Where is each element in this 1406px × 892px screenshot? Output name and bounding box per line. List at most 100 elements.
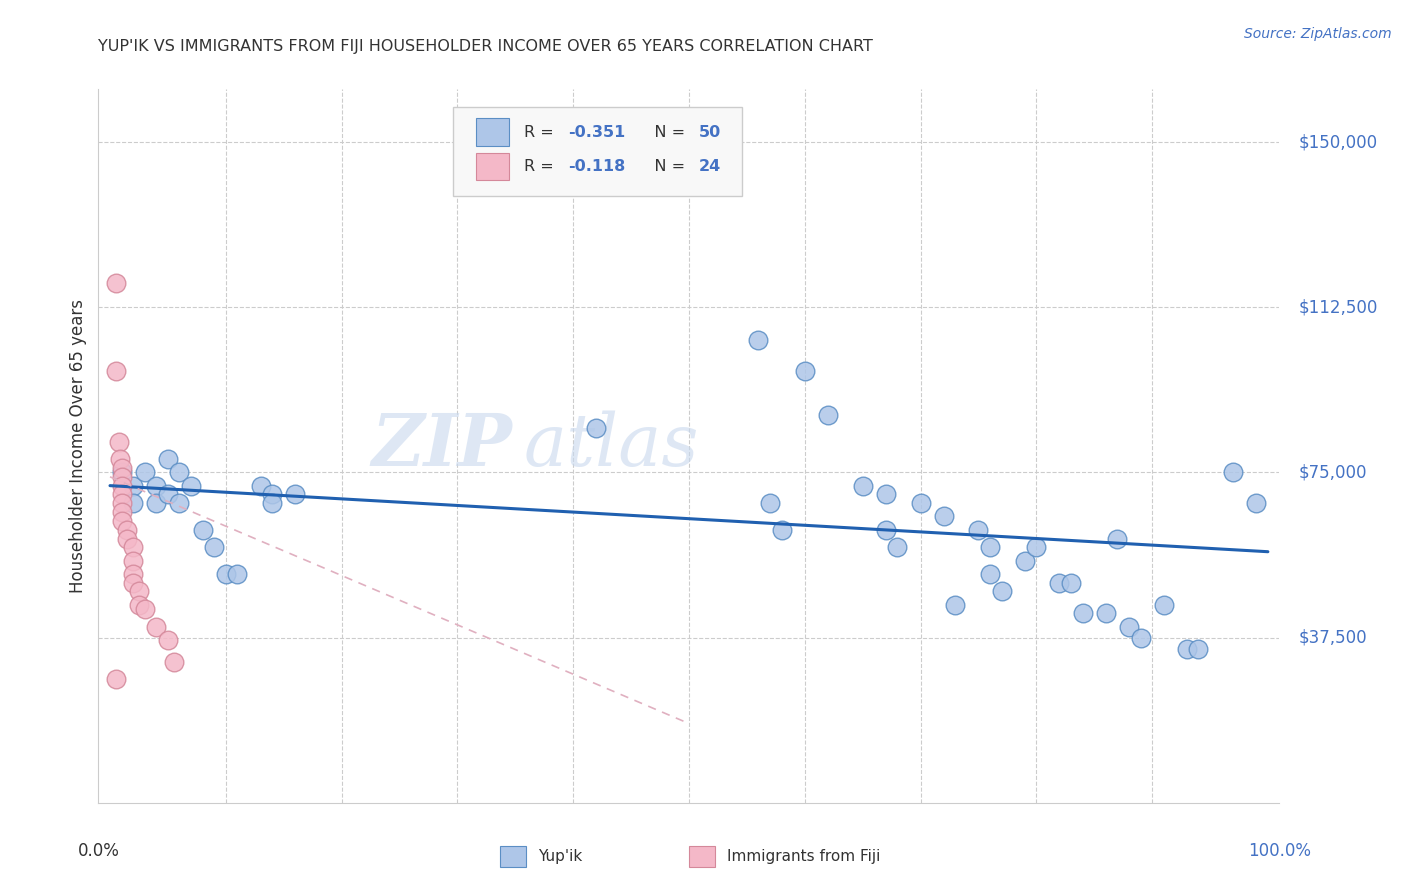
Point	[110, 514, 132, 528]
Point	[817, 408, 839, 422]
FancyBboxPatch shape	[501, 846, 526, 867]
Point	[145, 478, 167, 492]
Point	[1222, 466, 1244, 480]
Text: R =: R =	[523, 159, 558, 174]
Point	[1025, 541, 1047, 555]
Point	[122, 566, 145, 581]
FancyBboxPatch shape	[477, 119, 509, 145]
Point	[979, 566, 1001, 581]
Point	[122, 541, 145, 555]
Text: R =: R =	[523, 125, 558, 139]
Point	[747, 333, 769, 347]
Point	[104, 673, 127, 687]
Point	[932, 509, 955, 524]
Point	[122, 496, 145, 510]
Text: N =: N =	[640, 125, 690, 139]
Text: 0.0%: 0.0%	[77, 842, 120, 860]
Point	[156, 632, 179, 647]
Text: YUP'IK VS IMMIGRANTS FROM FIJI HOUSEHOLDER INCOME OVER 65 YEARS CORRELATION CHAR: YUP'IK VS IMMIGRANTS FROM FIJI HOUSEHOLD…	[98, 38, 873, 54]
Text: 50: 50	[699, 125, 721, 139]
Point	[163, 655, 186, 669]
Text: Source: ZipAtlas.com: Source: ZipAtlas.com	[1244, 27, 1392, 41]
Point	[191, 523, 214, 537]
Point	[759, 496, 782, 510]
Point	[226, 566, 249, 581]
Point	[215, 566, 238, 581]
Point	[122, 553, 145, 567]
Point	[1107, 532, 1129, 546]
Point	[145, 496, 167, 510]
Point	[110, 505, 132, 519]
Point	[1060, 575, 1083, 590]
Text: $75,000: $75,000	[1298, 464, 1367, 482]
Point	[122, 478, 145, 492]
Point	[886, 541, 908, 555]
Point	[110, 466, 132, 480]
Point	[1014, 553, 1036, 567]
Point	[943, 598, 966, 612]
Point	[122, 575, 145, 590]
Point	[284, 487, 307, 501]
Text: -0.118: -0.118	[568, 159, 626, 174]
Text: Immigrants from Fiji: Immigrants from Fiji	[727, 849, 880, 863]
Point	[108, 434, 131, 449]
Text: 24: 24	[699, 159, 721, 174]
Point	[110, 487, 132, 501]
Point	[156, 452, 179, 467]
Text: ZIP: ZIP	[371, 410, 512, 482]
Y-axis label: Householder Income Over 65 years: Householder Income Over 65 years	[69, 299, 87, 593]
Point	[249, 478, 271, 492]
Point	[910, 496, 932, 510]
Point	[1094, 607, 1116, 621]
Point	[117, 532, 139, 546]
Text: Yup'ik: Yup'ik	[537, 849, 582, 863]
Point	[169, 466, 191, 480]
Point	[1129, 631, 1152, 645]
Point	[852, 478, 875, 492]
Point	[202, 541, 225, 555]
Point	[156, 487, 179, 501]
Point	[117, 523, 139, 537]
Point	[104, 364, 127, 378]
Point	[104, 276, 127, 290]
Point	[110, 470, 132, 484]
Point	[110, 496, 132, 510]
Text: N =: N =	[640, 159, 690, 174]
Point	[110, 461, 132, 475]
Point	[1246, 496, 1268, 510]
Point	[585, 421, 607, 435]
Point	[128, 584, 150, 599]
Point	[875, 523, 897, 537]
Point	[875, 487, 897, 501]
FancyBboxPatch shape	[453, 107, 742, 196]
Text: $37,500: $37,500	[1298, 629, 1367, 647]
Text: 100.0%: 100.0%	[1249, 842, 1310, 860]
Point	[1187, 641, 1209, 656]
Point	[145, 619, 167, 633]
Point	[110, 452, 132, 467]
Text: -0.351: -0.351	[568, 125, 626, 139]
Point	[1049, 575, 1071, 590]
Point	[262, 487, 284, 501]
Text: $112,500: $112,500	[1298, 298, 1378, 317]
Point	[990, 584, 1012, 599]
Point	[128, 598, 150, 612]
Point	[180, 478, 202, 492]
Point	[1118, 619, 1140, 633]
Point	[169, 496, 191, 510]
Text: atlas: atlas	[523, 410, 699, 482]
Point	[1071, 607, 1094, 621]
Point	[979, 541, 1001, 555]
FancyBboxPatch shape	[689, 846, 714, 867]
Point	[793, 364, 815, 378]
Point	[967, 523, 990, 537]
Text: $150,000: $150,000	[1298, 133, 1378, 151]
Point	[110, 478, 132, 492]
Point	[262, 496, 284, 510]
FancyBboxPatch shape	[477, 153, 509, 180]
Point	[134, 466, 156, 480]
Point	[134, 602, 156, 616]
Point	[1153, 598, 1175, 612]
Point	[1175, 641, 1198, 656]
Point	[770, 523, 793, 537]
